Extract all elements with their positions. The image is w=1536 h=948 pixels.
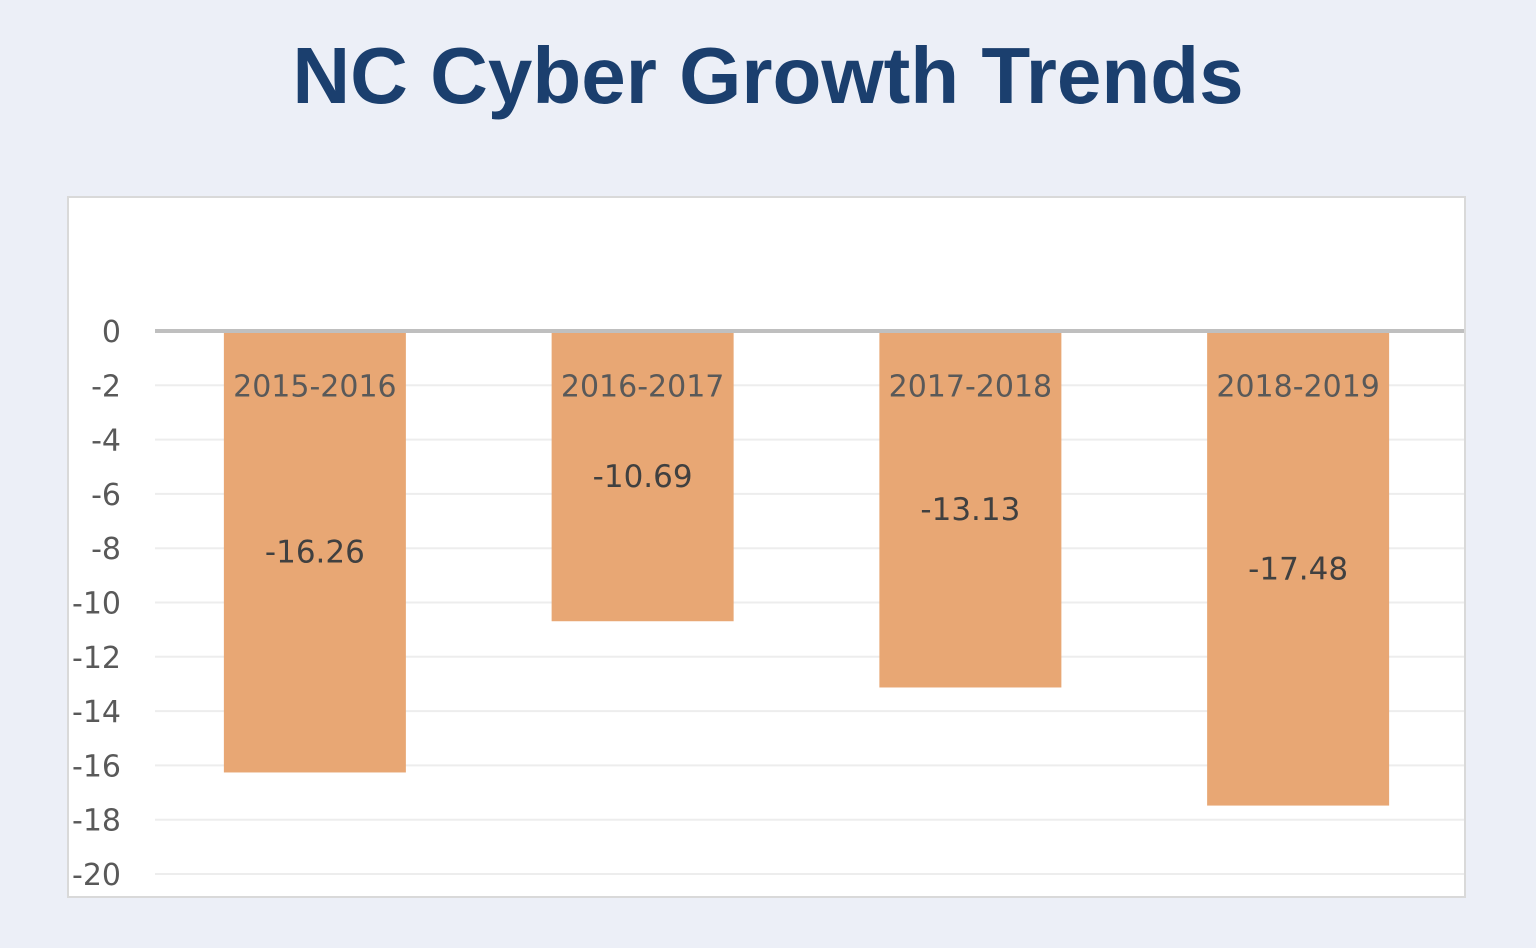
bars [223,331,1390,806]
data-label: -16.26 [265,535,365,571]
category-label: 2016-2017 [561,369,725,404]
y-tick-label: -4 [91,424,121,459]
data-label: -13.13 [920,492,1020,528]
y-tick-label: -2 [91,369,121,404]
data-label: -17.48 [1248,551,1348,587]
chart-panel: 0 -2 -4 -6 -8 -10 -12 -14 -16 -18 -20 2015-2016 -16… [67,196,1466,898]
data-label: -10.69 [593,459,693,495]
category-label: 2017-2018 [889,369,1053,404]
bar-labels: 2015-2016 -16.26 2016-2017 -10.69 2017-2018 -… [233,369,1380,587]
bar-chart: 0 -2 -4 -6 -8 -10 -12 -14 -16 -18 -20 2015-2016 -16… [72,315,1464,893]
y-tick-label: -20 [72,858,121,893]
page-title: NC Cyber Growth Trends [292,31,1244,120]
bar [551,331,734,622]
y-tick-label: -14 [72,695,121,730]
y-tick-label: -6 [91,478,121,513]
y-tick-label: -16 [72,749,121,784]
y-tick-label: -10 [72,587,121,622]
y-tick-label: -18 [72,804,121,839]
category-label: 2015-2016 [233,369,397,404]
y-tick-label: -12 [72,641,121,676]
bar [879,331,1062,688]
category-label: 2018-2019 [1216,369,1380,404]
bar [223,331,406,773]
y-tick-label: -8 [91,532,121,567]
bar [1207,331,1390,806]
y-tick-label: 0 [102,315,121,350]
y-axis-ticks: 0 -2 -4 -6 -8 -10 -12 -14 -16 -18 -20 [72,315,121,893]
